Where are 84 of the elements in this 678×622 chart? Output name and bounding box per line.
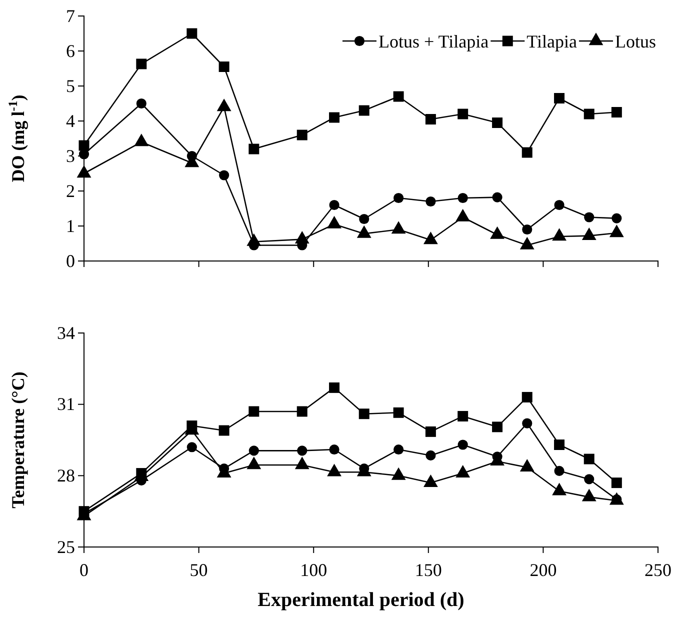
y-tick-label: 28	[57, 465, 75, 486]
point	[456, 464, 470, 478]
y-tick-label: 1	[66, 216, 75, 236]
point	[554, 466, 564, 476]
point	[584, 108, 594, 120]
point	[296, 406, 308, 417]
y-tick-label: 25	[57, 536, 75, 557]
point	[426, 450, 436, 460]
point	[584, 454, 594, 464]
point	[358, 105, 370, 116]
point	[520, 459, 534, 472]
point	[426, 196, 436, 207]
y-tick-label: 0	[66, 250, 75, 271]
point	[394, 192, 404, 204]
point	[612, 213, 622, 224]
x-tick-label: 250	[644, 560, 672, 580]
point	[246, 456, 262, 470]
point	[393, 91, 404, 102]
point	[329, 382, 340, 393]
point	[554, 93, 565, 104]
point	[294, 456, 310, 470]
legend-label: Lotus	[614, 31, 656, 52]
point	[218, 62, 230, 72]
y-tick-label: 34	[57, 322, 75, 343]
y-tick-label: 31	[57, 394, 75, 414]
point	[394, 444, 404, 455]
point	[522, 224, 532, 235]
point	[248, 144, 260, 154]
y-tick-label: 4	[66, 110, 75, 131]
x-tick-label: 50	[190, 560, 208, 580]
point	[458, 440, 468, 450]
point	[423, 474, 438, 487]
point	[248, 406, 260, 417]
point	[522, 392, 532, 402]
point	[218, 425, 230, 436]
y-tick-label: 2	[66, 180, 75, 201]
point	[219, 170, 230, 180]
point	[329, 112, 340, 123]
point	[522, 147, 532, 158]
x-tick-label: 150	[414, 560, 442, 580]
point	[552, 482, 566, 496]
x-tick-label: 200	[530, 560, 557, 580]
point	[425, 114, 436, 124]
legend-label: Lotus + Tilapia	[378, 31, 489, 52]
point	[458, 108, 468, 120]
x-tick-label: 0	[80, 560, 88, 580]
point	[611, 107, 622, 118]
point	[136, 98, 146, 109]
point	[329, 200, 340, 210]
point	[584, 212, 594, 222]
legend-label: Tilapia	[526, 31, 577, 52]
y-tick-label: 7	[66, 6, 75, 26]
point	[582, 488, 596, 502]
y-axis-title: Temperature (°C)	[8, 372, 28, 508]
point	[393, 407, 404, 418]
point	[458, 410, 468, 422]
point	[296, 130, 308, 140]
y-tick-label: 3	[66, 146, 75, 166]
x-axis-title: Experimental period (d)	[258, 589, 464, 611]
point	[611, 478, 622, 488]
point	[609, 492, 624, 505]
point	[492, 118, 503, 128]
point	[186, 28, 198, 39]
point	[327, 464, 342, 476]
point	[248, 446, 259, 456]
point	[297, 446, 308, 456]
point	[359, 214, 370, 224]
point	[492, 192, 502, 202]
point	[554, 440, 565, 450]
y-tick-label: 6	[66, 40, 75, 61]
point	[358, 408, 370, 420]
y-tick-label: 5	[66, 76, 75, 96]
point	[458, 192, 468, 204]
point	[329, 444, 340, 455]
point	[522, 418, 532, 428]
point	[186, 442, 197, 452]
point	[554, 200, 564, 210]
point	[425, 426, 436, 437]
point	[391, 467, 406, 480]
point	[492, 422, 503, 432]
point	[78, 140, 90, 151]
x-tick-label: 100	[300, 560, 328, 580]
point	[584, 474, 594, 484]
point	[136, 58, 147, 70]
